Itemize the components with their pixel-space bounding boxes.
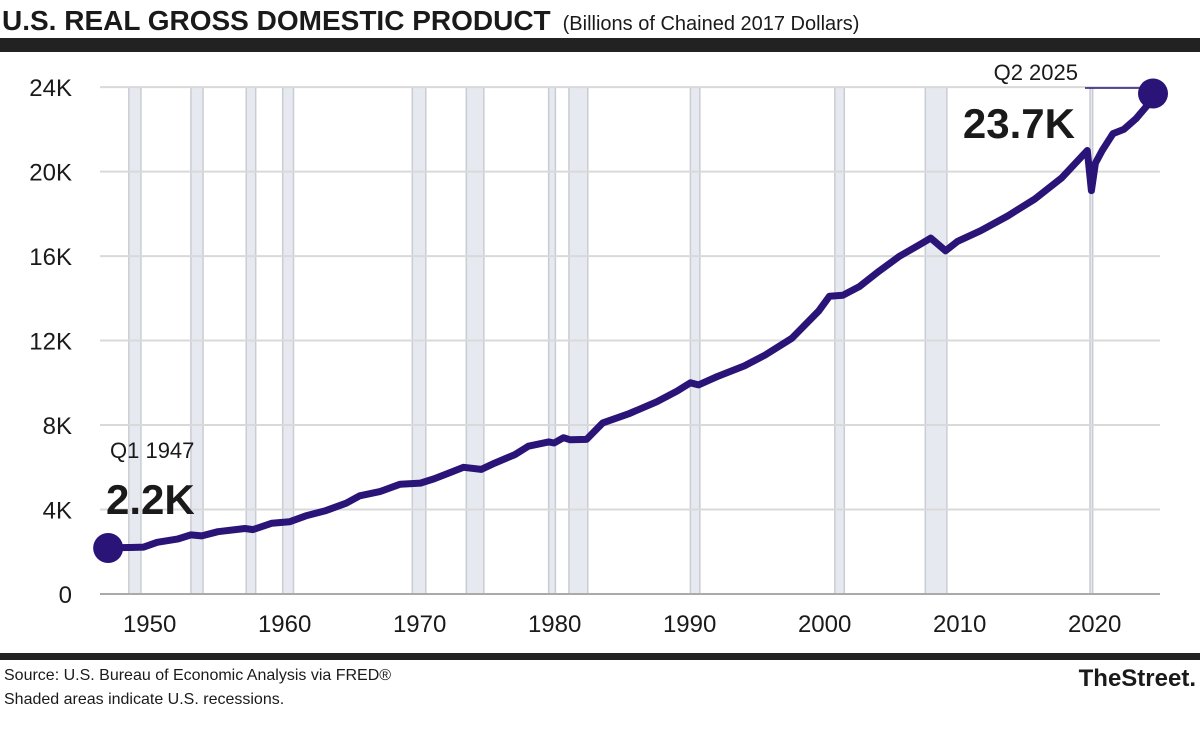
y-tick-label: 12K bbox=[29, 329, 72, 356]
y-tick-label: 16K bbox=[29, 244, 72, 271]
x-tick-label: 1970 bbox=[393, 611, 446, 638]
thestreet-logo: TheStreet. bbox=[1079, 665, 1196, 692]
x-tick-label: 1990 bbox=[663, 611, 716, 638]
y-tick-label: 0 bbox=[59, 582, 72, 609]
source-note: Source: U.S. Bureau of Economic Analysis… bbox=[4, 667, 391, 684]
x-tick-label: 2000 bbox=[798, 611, 851, 638]
end-point-marker bbox=[1138, 78, 1168, 109]
recession-note: Shaded areas indicate U.S. recessions. bbox=[4, 691, 284, 708]
x-tick-label: 1960 bbox=[258, 611, 311, 638]
start-point-marker bbox=[93, 532, 124, 563]
footer-bar bbox=[0, 653, 1200, 660]
end-period-label: Q2 2025 bbox=[994, 60, 1078, 85]
x-tick-label: 2020 bbox=[1068, 611, 1121, 638]
x-tick-label: 1980 bbox=[528, 611, 581, 638]
chart-subtitle: (Billions of Chained 2017 Dollars) bbox=[563, 13, 860, 35]
start-period-label: Q1 1947 bbox=[110, 438, 194, 463]
chart-title: U.S. REAL GROSS DOMESTIC PRODUCT bbox=[2, 5, 551, 36]
y-tick-label: 4K bbox=[43, 498, 72, 525]
x-tick-label: 1950 bbox=[123, 611, 176, 638]
y-tick-label: 24K bbox=[29, 75, 72, 102]
y-tick-label: 20K bbox=[29, 160, 72, 187]
gdp-series-line bbox=[99, 90, 1163, 552]
x-tick-label: 2010 bbox=[933, 611, 986, 638]
end-value-label: 23.7K bbox=[963, 100, 1075, 147]
header-bar bbox=[0, 38, 1200, 52]
y-tick-label: 8K bbox=[43, 413, 72, 440]
start-value-label: 2.2K bbox=[106, 476, 195, 523]
